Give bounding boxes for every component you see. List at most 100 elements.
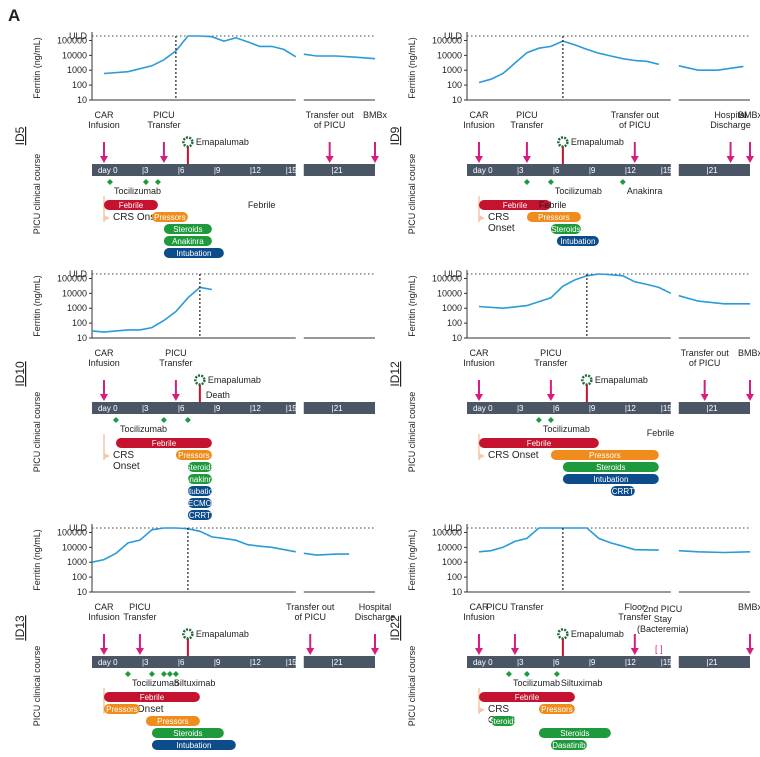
drug-label: Tocilizumab <box>543 424 590 434</box>
event-label: Emapalumab <box>196 137 249 147</box>
drug-label: Tocilizumab <box>120 424 167 434</box>
event-label: PICU Transfer <box>486 602 543 612</box>
y-tick-label: 10 <box>77 95 87 105</box>
course-bar-label: Intubation <box>560 237 595 246</box>
course-bar-label: Intubation <box>176 249 211 258</box>
event-label: Transfer out of PICU <box>286 602 335 622</box>
drug-diamond <box>547 179 554 185</box>
event-arrowhead <box>371 648 379 655</box>
event-label: CAR Infusion <box>463 110 495 130</box>
day-label: |3 <box>517 166 524 175</box>
crs-onset-arrow <box>103 453 110 459</box>
event-label: Emapalumab <box>196 629 249 639</box>
day-label: |6 <box>178 404 185 413</box>
uld-label: ULD <box>444 31 463 41</box>
patient-id: ID9 <box>388 126 402 145</box>
day-label: |28 <box>377 658 389 667</box>
event-arrowhead <box>325 156 334 163</box>
timeline-bar-right <box>678 402 750 414</box>
y-tick-label: 100 <box>447 572 462 582</box>
course-bar-intubation <box>151 740 236 750</box>
day-label: |15 <box>286 404 298 413</box>
event-label: Emapalumab <box>595 375 648 385</box>
ferritin-series-ferritin_a <box>91 527 296 563</box>
day-label: day 0 <box>473 404 493 413</box>
timeline-bar-left <box>467 402 671 414</box>
y-tick-label: 10000 <box>62 50 87 60</box>
uld-label: ULD <box>444 269 463 279</box>
ferritin-series-ferritin_a <box>478 273 672 310</box>
y-tick-label: 100000 <box>432 273 462 283</box>
drug-diamond <box>148 671 155 677</box>
y-tick-label: 10000 <box>437 542 462 552</box>
ferritin-series-ferritin_b <box>678 65 744 71</box>
course-bar-steroids <box>163 224 212 234</box>
ferritin-axis-label: Ferritin (ng/mL) <box>32 275 42 337</box>
course-bar-steroids <box>538 728 611 738</box>
day-label: |6 <box>553 658 560 667</box>
ferritin-series-ferritin_b <box>303 53 376 60</box>
course-bar-pressors <box>145 716 200 726</box>
y-tick-label: 100000 <box>57 273 87 283</box>
y-tick-label: 1000 <box>67 557 87 567</box>
day-label: |12 <box>625 166 637 175</box>
course-bar-label: Febrile <box>527 439 552 448</box>
day-label: day 0 <box>473 658 493 667</box>
clinical-axis-label: PICU clinical course <box>32 154 42 235</box>
course-bar-febrile <box>103 692 200 702</box>
course-bar-ecmo <box>187 498 212 508</box>
drug-label: Anakinra <box>627 186 663 196</box>
day-label: |6 <box>553 404 560 413</box>
timeline-bar-right <box>678 656 750 668</box>
course-bar-steroids <box>550 224 581 234</box>
timeline-bar-left <box>92 402 296 414</box>
y-tick-label: 100000 <box>432 35 462 45</box>
y-tick-label: 10 <box>452 587 462 597</box>
course-bar-label: Steroids <box>173 729 202 738</box>
y-tick-label: 10000 <box>62 288 87 298</box>
ferritin-series-ferritin_a <box>478 527 659 553</box>
patient-id: ID13 <box>13 615 27 641</box>
event-arrowhead <box>746 648 754 655</box>
day-label: |28 <box>752 658 760 667</box>
y-tick-label: 10 <box>77 587 87 597</box>
event-label: Emapalumab <box>571 137 624 147</box>
day-label: |3 <box>142 658 149 667</box>
drug-label: Siltuximab <box>174 678 216 688</box>
event-arrowhead <box>630 156 639 163</box>
event-label: CAR Infusion <box>88 348 120 368</box>
event-label: CAR Infusion <box>88 110 120 130</box>
day-label: |21 <box>707 404 719 413</box>
course-bar-label: Anakinra <box>172 237 204 246</box>
course-bar-febrile <box>103 200 158 210</box>
event-label: CAR Infusion <box>463 602 495 622</box>
day-label: |6 <box>178 166 185 175</box>
emapalumab-icon <box>194 374 206 386</box>
uld-label: ULD <box>444 523 463 533</box>
ferritin-axis-label: Ferritin (ng/mL) <box>407 529 417 591</box>
event-label: PICU Transfer <box>510 110 543 130</box>
day-label: |6 <box>553 166 560 175</box>
ferritin-series-ferritin_a <box>91 286 213 333</box>
drug-label: Siltuximab <box>561 678 603 688</box>
day-label: |15 <box>286 166 298 175</box>
course-bar-label: Pressors <box>178 451 210 460</box>
day-label: |28 <box>752 166 760 175</box>
ferritin-series-ferritin_a <box>478 40 659 84</box>
drug-label: Tocilizumab <box>114 186 161 196</box>
course-bar-crrt <box>187 510 212 520</box>
day-label: day 0 <box>98 166 118 175</box>
day-label: |9 <box>214 166 221 175</box>
drug-diamond <box>142 179 149 185</box>
day-label: |28 <box>377 404 389 413</box>
event-label: Floor Transfer <box>618 602 651 622</box>
event-arrowhead <box>474 394 483 401</box>
course-bar-label: Febrile <box>140 693 165 702</box>
emapalumab-icon <box>557 628 569 640</box>
drug-diamond <box>124 671 131 677</box>
drug-diamond <box>523 179 530 185</box>
course-bar-label: Pressors <box>154 213 186 222</box>
event-arrowhead <box>746 394 754 401</box>
